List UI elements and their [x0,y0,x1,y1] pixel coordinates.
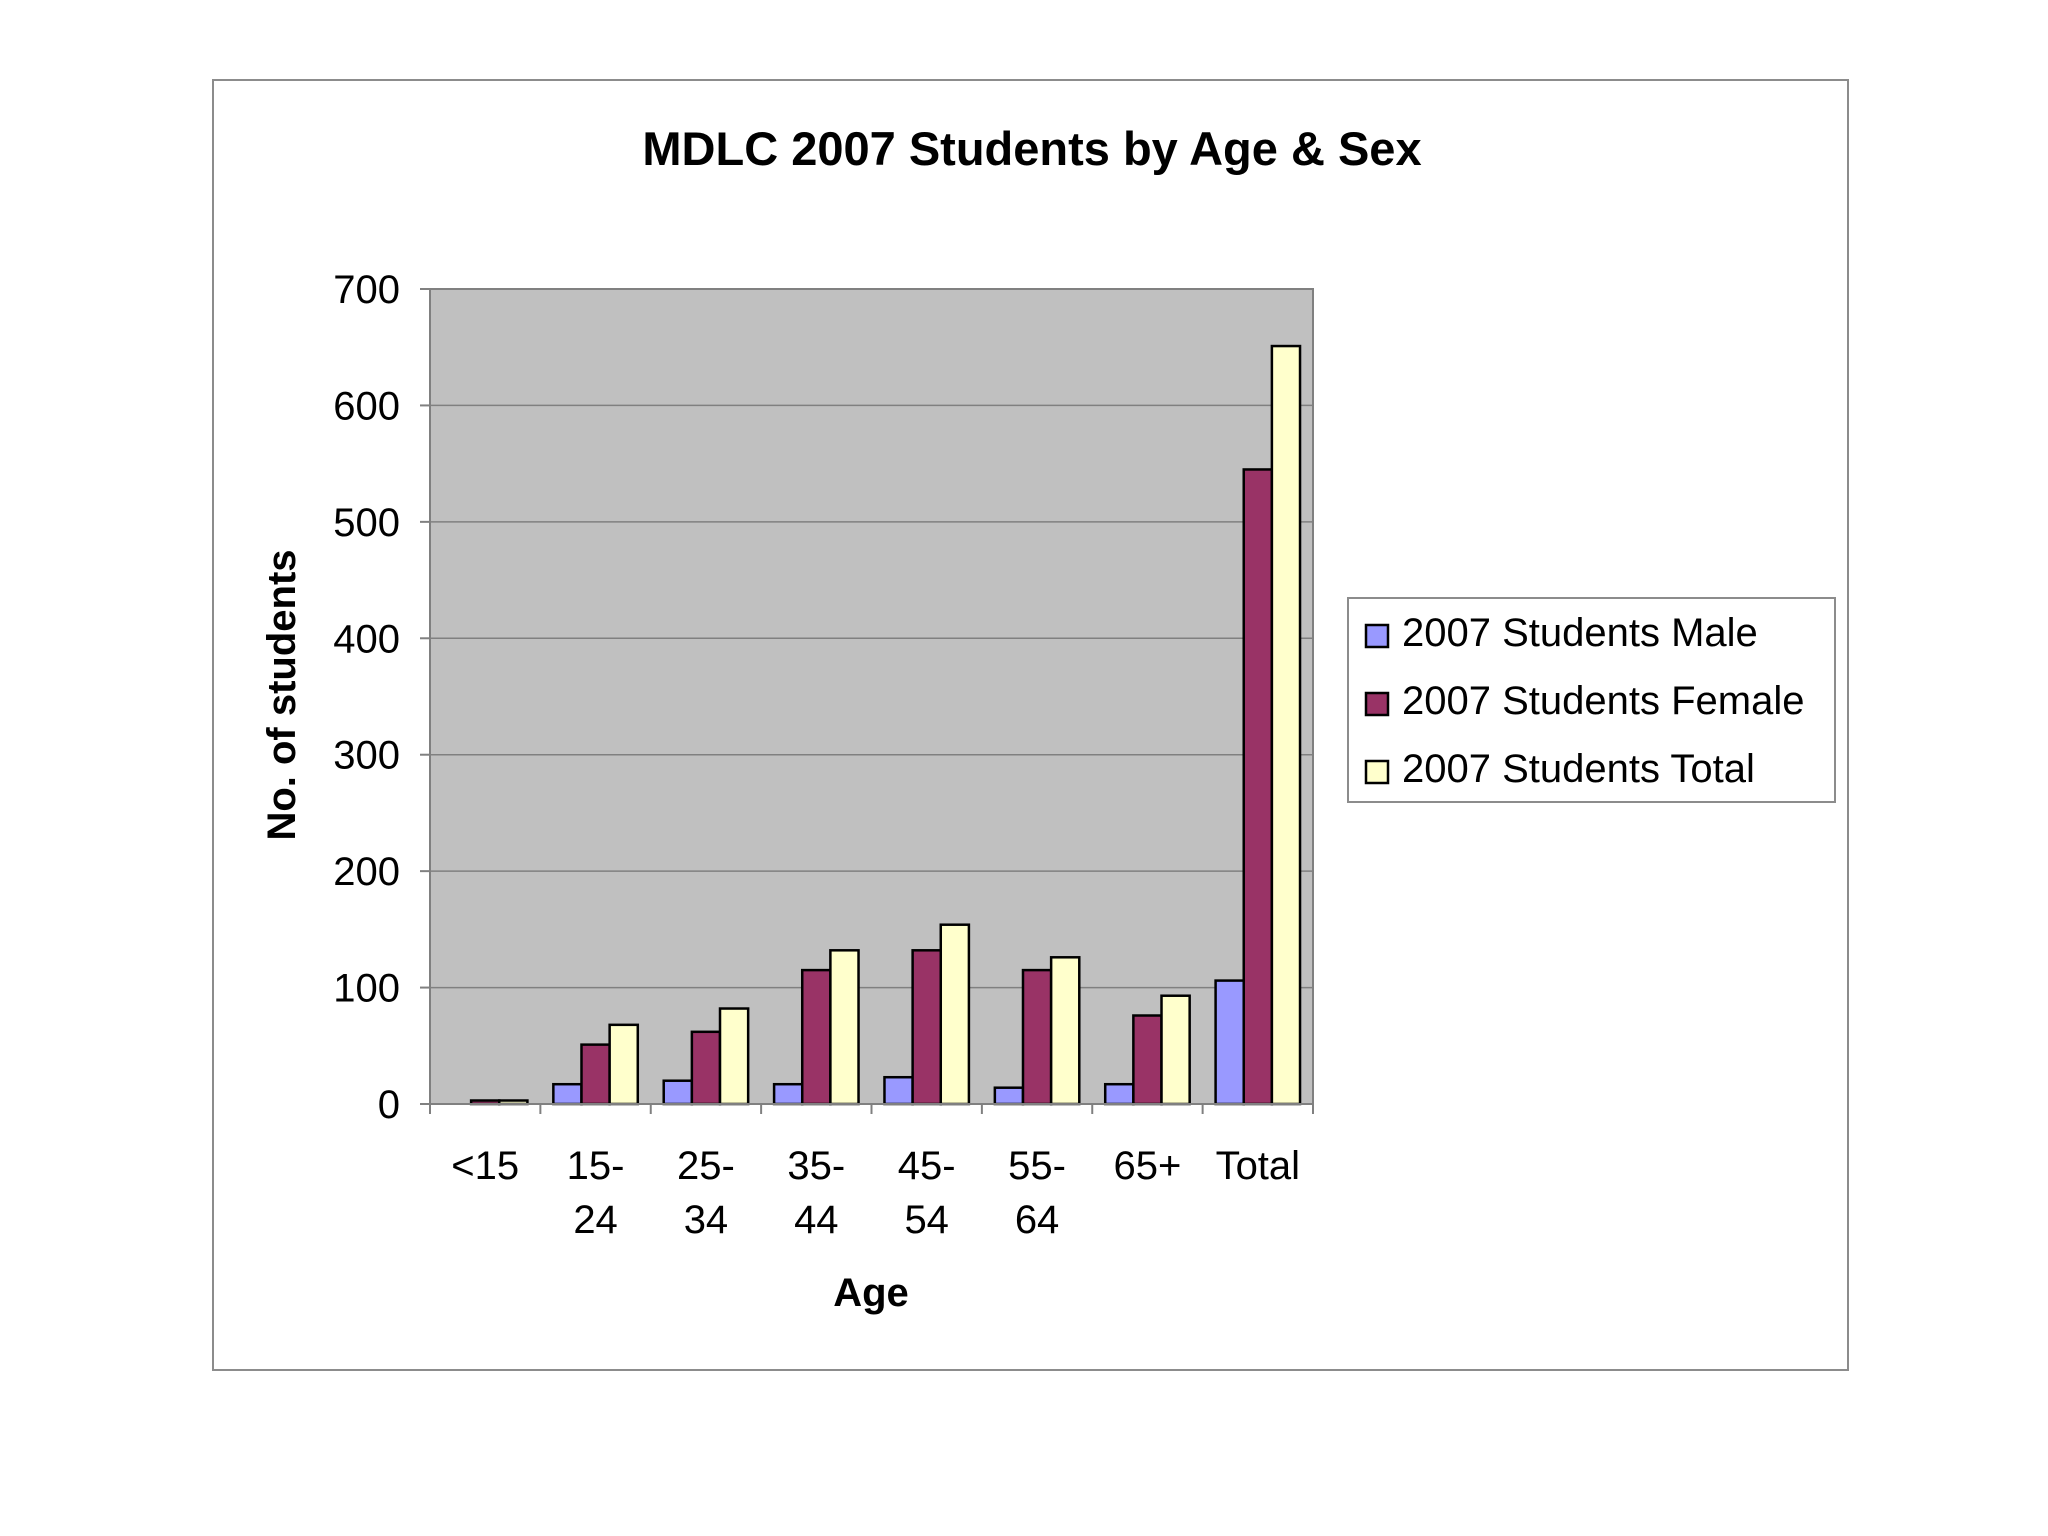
bar-2007-students-female-1 [580,1043,611,1106]
x-tick-label: 64 [1015,1198,1060,1242]
chart-title: MDLC 2007 Students by Age & Sex [642,122,1421,175]
x-tick-label: 25- [677,1144,735,1188]
bar-2007-students-total-1 [608,1023,640,1106]
x-axis-label: Age [833,1271,909,1315]
gridlines [430,288,1313,989]
legend-items: 2007 Students Male 2007 Students Female 20… [1364,611,1804,791]
x-tick-label: 34 [684,1198,729,1242]
bar-2007-students-female-6 [1132,1014,1163,1106]
legend-label: 2007 Students Male [1402,611,1758,655]
x-tick-label: 55- [1008,1144,1066,1188]
legend-label: 2007 Students Total [1402,747,1755,791]
y-tick-label: 0 [378,1083,400,1127]
y-tick-label: 700 [333,268,400,312]
x-tick-label: 24 [573,1198,618,1242]
x-tick-label: 65+ [1114,1144,1182,1188]
bar-2007-students-female-2 [690,1030,722,1106]
bars [469,344,1302,1106]
bar-2007-students-male-7 [1214,979,1245,1106]
bar-2007-students-female-4 [911,949,943,1106]
x-tick-label: 45- [898,1144,956,1188]
bar-2007-students-male-5 [993,1086,1025,1106]
y-tick-label: 400 [333,617,400,661]
x-tick-label: 15- [567,1144,625,1188]
y-tick-labels: 0 100 200 300 400 500 600 700 [333,268,400,1127]
x-tick-label: 54 [904,1198,949,1242]
x-tick-label: 35- [787,1144,845,1188]
bar-2007-students-total-3 [829,949,860,1106]
legend-swatch [1364,623,1390,649]
x-tick-label: 44 [794,1198,839,1242]
legend: 2007 Students Male 2007 Students Female 20… [1347,597,1836,803]
y-axis-label: No. of students [260,549,304,840]
bar-2007-students-male-6 [1103,1082,1135,1106]
x-tick-labels: <15 15- 24 25- 34 35- 44 45- 54 55- 64 65+ Total [451,1144,1300,1242]
y-tick-label: 600 [333,384,400,428]
x-tick-label: Total [1216,1144,1301,1188]
y-tick-label: 300 [333,734,400,778]
legend-box [1347,597,1836,803]
bar-2007-students-male-3 [772,1082,804,1106]
plot-area [429,288,1314,1105]
bar-2007-students-male-2 [662,1079,694,1106]
bar-2007-students-total-6 [1160,994,1191,1106]
bar-2007-students-female-3 [800,968,832,1106]
y-tick-label: 500 [333,501,400,545]
bar-2007-students-total-4 [939,923,971,1106]
bar-2007-students-male-4 [883,1075,914,1106]
y-tick-label: 200 [333,850,400,894]
axes [420,288,1314,1114]
bar-2007-students-female-7 [1242,468,1274,1106]
bar-2007-students-female-5 [1021,968,1053,1106]
bar-2007-students-total-2 [718,1007,750,1106]
bar-2007-students-total-5 [1049,956,1081,1106]
y-tick-label: 100 [333,967,400,1011]
legend-swatch [1364,759,1390,785]
bar-2007-students-total-7 [1270,344,1302,1106]
x-tick-label: <15 [451,1144,519,1188]
bar-2007-students-male-1 [552,1082,583,1106]
legend-label: 2007 Students Female [1402,679,1804,723]
legend-swatch [1364,691,1390,717]
